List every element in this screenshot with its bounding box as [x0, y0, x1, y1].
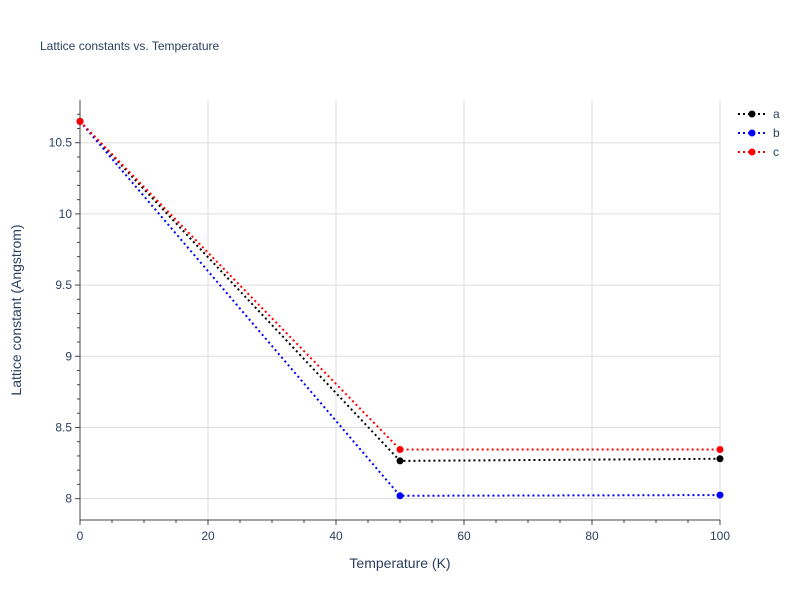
x-axis-title: Temperature (K): [349, 555, 450, 571]
legend-marker-a: [748, 110, 756, 118]
series-line-c: [79, 120, 720, 451]
x-tick-label: 40: [329, 529, 343, 543]
data-point-b: [396, 492, 404, 500]
series-line-b: [79, 120, 721, 497]
legend[interactable]: abc: [738, 107, 780, 159]
y-tick-label: 8.5: [55, 420, 72, 434]
data-point-c: [716, 446, 724, 454]
data-point-a: [716, 455, 724, 463]
axis-layer: 0 20 40 60 80 100 8 8.5 9 9.5 10 10.5: [49, 100, 730, 543]
data-point-c: [76, 117, 84, 125]
chart-title: Lattice constants vs. Temperature: [40, 39, 220, 53]
x-tick-label: 60: [457, 529, 471, 543]
data-point-a: [396, 457, 404, 465]
x-tick-label: 0: [77, 529, 84, 543]
y-axis-title: Lattice constant (Angstrom): [8, 224, 24, 395]
y-tick-label: 8: [65, 492, 72, 506]
legend-marker-c: [748, 148, 756, 156]
x-tick-label: 80: [585, 529, 599, 543]
data-point-c: [396, 446, 404, 454]
y-tick-label: 9.5: [55, 278, 72, 292]
legend-label-b: b: [773, 126, 780, 140]
y-tick-label: 9: [65, 349, 72, 363]
data-point-b: [716, 491, 724, 499]
legend-label-c: c: [773, 145, 779, 159]
legend-marker-b: [748, 129, 756, 137]
x-tick-label: 100: [710, 529, 730, 543]
x-tick-label: 20: [201, 529, 215, 543]
legend-label-a: a: [773, 107, 780, 121]
y-tick-label: 10.5: [49, 136, 73, 150]
y-tick-label: 10: [59, 207, 73, 221]
series-layer: [76, 117, 724, 500]
